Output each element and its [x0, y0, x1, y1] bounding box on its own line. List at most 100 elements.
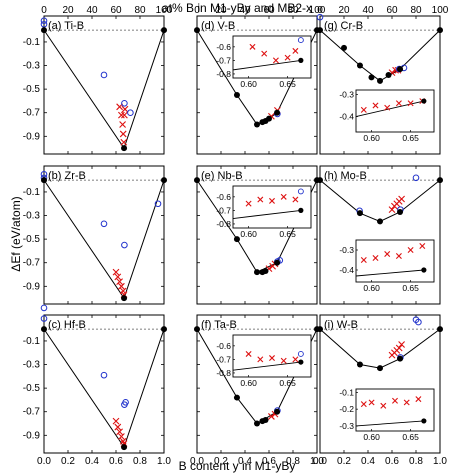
inset-cross-point — [392, 397, 398, 404]
hull-point — [194, 177, 200, 184]
inset-frame — [232, 185, 312, 229]
cross-point — [114, 423, 122, 431]
hull-line — [319, 29, 441, 82]
cross-point — [121, 111, 128, 119]
hull-point — [41, 177, 47, 184]
panel-4 — [194, 15, 320, 155]
hull-point — [274, 408, 281, 415]
panel-8 — [317, 165, 443, 305]
panel-frame — [43, 165, 165, 305]
inset — [355, 239, 435, 283]
inset-cross-point — [372, 102, 379, 109]
cross-point — [119, 437, 127, 445]
inset-circle-point — [297, 37, 304, 44]
top-tick-label: 100 — [309, 5, 326, 16]
inset-y-tick-label: -0.6 — [216, 192, 231, 202]
hull-point — [161, 27, 167, 34]
inset-cross-point — [403, 399, 410, 406]
hull-point — [397, 209, 404, 215]
hull-point — [121, 295, 128, 302]
inset-cross-point — [249, 43, 256, 50]
panel-label: (f) Ta-B — [201, 319, 237, 331]
top-tick-label: 40 — [239, 5, 251, 16]
inset-cross-point — [269, 197, 275, 204]
inset-y-tick-label: -0.4 — [339, 112, 354, 122]
inset-cross-point — [245, 200, 252, 207]
hull-point — [356, 62, 363, 69]
inset-cross-point — [395, 100, 402, 107]
cross-point — [119, 130, 127, 138]
hull-point — [233, 92, 240, 99]
inset-y-tick-label: -0.1 — [339, 387, 354, 397]
inset-y-tick-label: -0.6 — [216, 42, 231, 52]
cross-point — [118, 111, 125, 119]
top-axis-label: at% B in M1-yBy and MB2-x — [161, 1, 313, 15]
inset-cross-point — [407, 100, 414, 107]
inset-cross-point — [360, 106, 367, 113]
top-tick-label: 60 — [263, 5, 275, 16]
hull-point — [385, 71, 392, 78]
y-tick-label: -0.9 — [23, 131, 41, 142]
panel-frame — [43, 15, 165, 155]
y-tick-label: -0.7 — [23, 258, 41, 269]
top-tick-label: 80 — [287, 5, 299, 16]
hull-point — [121, 444, 128, 451]
bottom-tick-label: 0.6 — [109, 456, 123, 467]
cross-point — [398, 341, 405, 348]
cross-point — [116, 278, 123, 285]
hull-point — [194, 27, 200, 34]
panel-label: (b) Zr-B — [48, 170, 86, 182]
hull-point — [233, 394, 240, 401]
hull-line — [319, 179, 441, 222]
inset-x-tick-label: 0.60 — [363, 283, 380, 293]
inset-y-tick-label: -0.8 — [216, 219, 231, 229]
inset-cross-point — [280, 357, 287, 364]
inset-hull-point — [298, 207, 304, 213]
inset-x-tick-label: 0.65 — [402, 133, 419, 143]
inset-cross-point — [280, 193, 287, 200]
circle-point — [40, 17, 48, 25]
inset-hull-line — [355, 100, 424, 117]
top-tick-label: 40 — [86, 5, 98, 16]
inset-cross-point — [384, 251, 391, 257]
inset-hull-point — [421, 418, 427, 424]
cross-point — [116, 428, 123, 436]
inset-circle-point — [297, 188, 304, 195]
panel-label: (h) Mo-B — [324, 170, 367, 182]
hull-point — [437, 177, 443, 184]
inset-cross-point — [269, 355, 275, 362]
inset-x-tick-label: 0.65 — [279, 378, 296, 388]
hull-point — [254, 420, 260, 427]
top-tick-label: 100 — [156, 5, 173, 16]
bottom-tick-label: 0.4 — [85, 456, 99, 467]
cross-point — [112, 417, 120, 425]
circle-point — [121, 99, 128, 107]
inset — [355, 89, 435, 133]
panel-6 — [194, 314, 320, 454]
y-tick-label: -0.9 — [23, 281, 41, 292]
hull-point — [161, 177, 167, 184]
inset-x-tick-label: 0.65 — [402, 432, 419, 442]
y-tick-label: -0.9 — [23, 430, 41, 441]
hull-point — [41, 326, 47, 333]
panel-label: (e) Nb-B — [201, 170, 243, 182]
panel-label: (g) Cr-B — [324, 20, 363, 32]
bottom-tick-label: 0.2 — [61, 456, 75, 467]
hull-point — [41, 27, 47, 34]
inset-hull-point — [421, 98, 427, 104]
bottom-tick-label: 1.0 — [157, 456, 171, 467]
inset-cross-point — [415, 396, 422, 403]
cross-point — [118, 433, 125, 440]
inset-y-tick-label: -0.8 — [216, 69, 231, 79]
bottom-tick-label: 0.0 — [190, 456, 204, 467]
hull-line — [319, 328, 441, 369]
hull-point — [341, 44, 347, 51]
y-tick-label: -0.3 — [23, 360, 41, 371]
inset-circle-point — [297, 351, 304, 357]
cross-point — [119, 121, 126, 128]
y-tick-label: -0.1 — [23, 336, 41, 347]
y-tick-label: -0.3 — [23, 61, 41, 72]
y-tick-label: -0.5 — [23, 234, 41, 245]
inset-hull-line — [232, 361, 301, 371]
circle-point — [100, 71, 108, 79]
